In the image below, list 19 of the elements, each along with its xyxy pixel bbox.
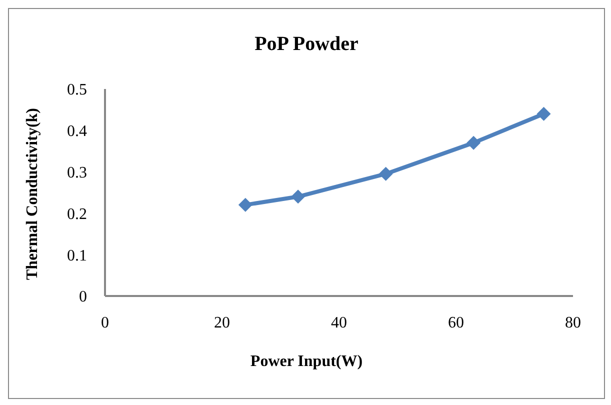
x-tick-label: 0 [101,314,109,332]
point [466,136,481,150]
chart-title: PoP Powder [254,33,360,56]
point [536,106,551,121]
x-tick-label: 20 [214,314,230,332]
y-tick-label: 0.1 [67,247,87,264]
x-tick-label: 60 [448,314,464,332]
y-tick-label: 0.4 [67,123,87,140]
point [378,166,393,181]
y-axis-title: Thermal Conductivity(k) [24,108,42,280]
point [238,198,252,212]
y-tick-label: 0 [79,288,87,306]
y-tick-label: 0.2 [67,206,87,223]
y-tick-label: 0.5 [67,82,87,99]
y-tick-label: 0.3 [67,164,87,182]
point [291,190,306,204]
x-axis-title: Power Input(W) [249,353,364,371]
x-tick-label: 40 [331,314,347,332]
x-tick-label: 80 [565,314,581,332]
